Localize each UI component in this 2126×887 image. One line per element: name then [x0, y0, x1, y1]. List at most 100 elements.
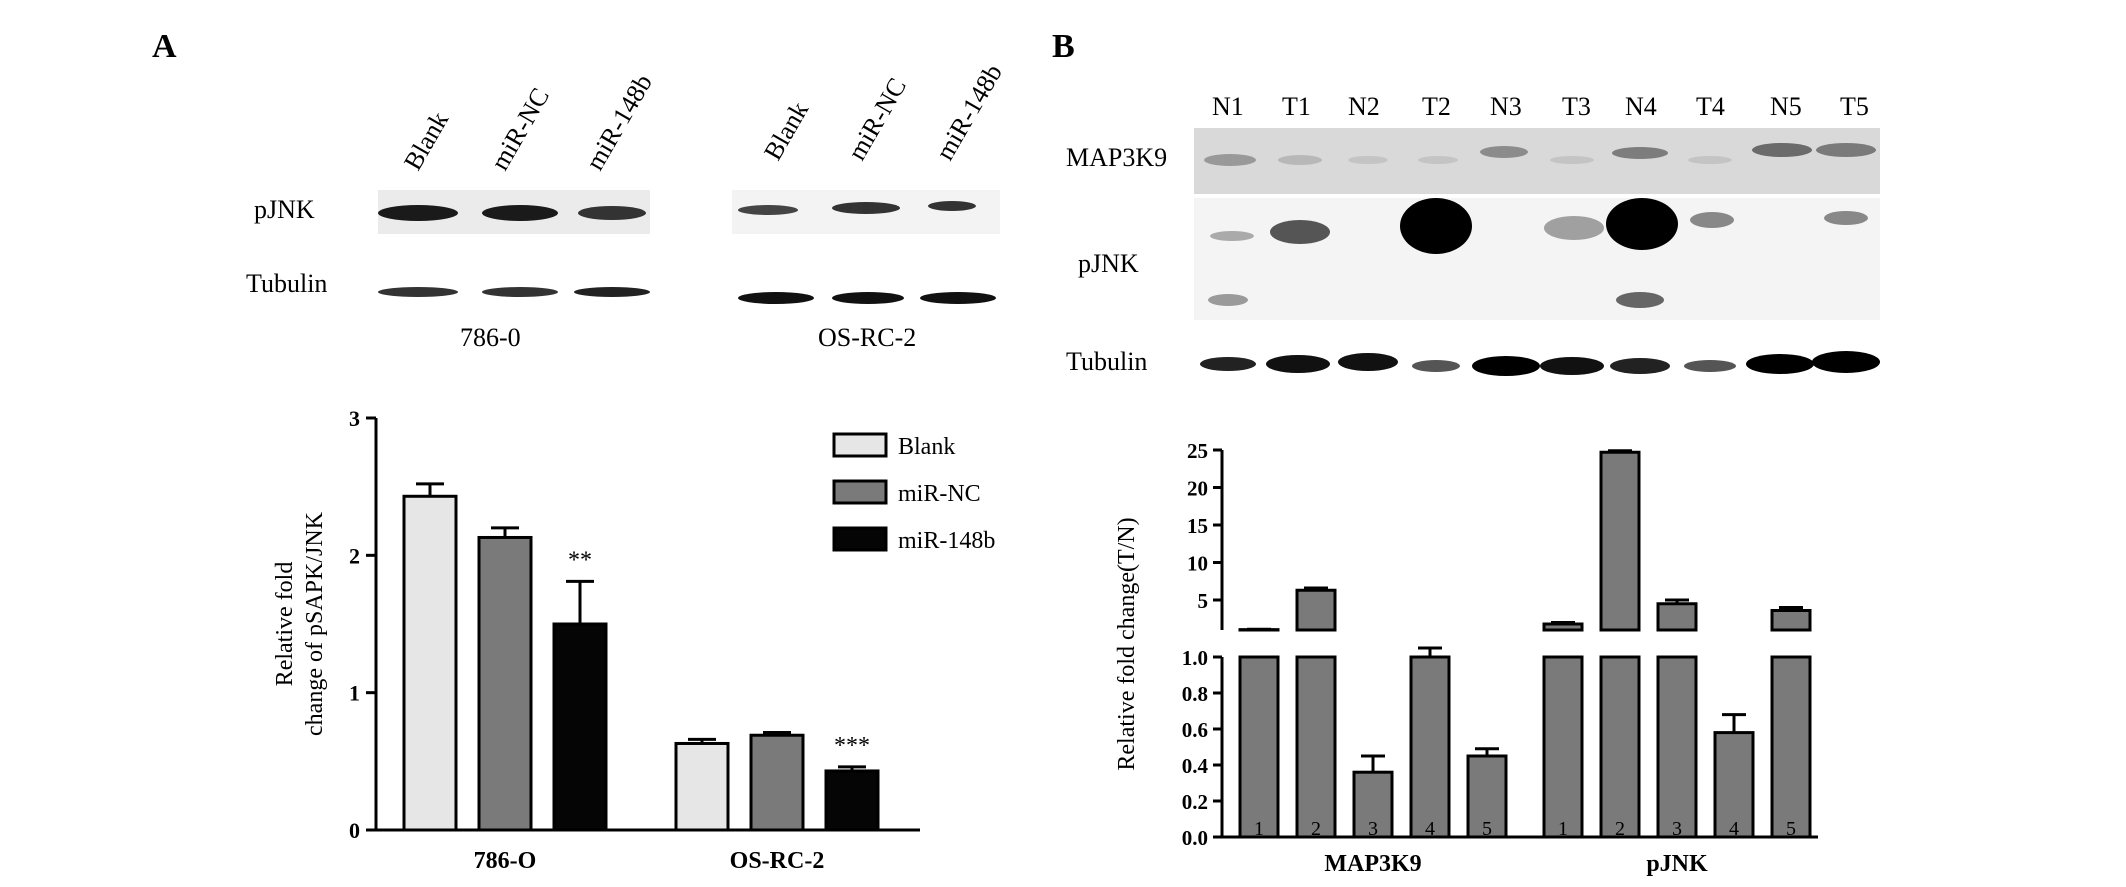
y-tick-label: 0.6: [1182, 718, 1208, 742]
b-lane-label: N4: [1625, 92, 1657, 121]
blot-band: [1480, 146, 1528, 158]
blot-background: [1194, 198, 1880, 320]
bar-number-label: 1: [1254, 818, 1264, 840]
a-lane-label: Blank: [758, 97, 814, 165]
bar-number-label: 3: [1672, 818, 1682, 840]
bar-lower: [1658, 657, 1696, 837]
bar-number-label: 1: [1558, 818, 1568, 840]
blot-band: [574, 287, 650, 297]
bar-number-label: 5: [1482, 818, 1492, 840]
b-row-label-pjnk: pJNK: [1078, 249, 1139, 278]
a-cell-line-label: OS-RC-2: [818, 323, 916, 352]
legend-swatch: [834, 481, 886, 503]
blot-band: [1412, 360, 1460, 372]
bar-lower: [1297, 657, 1335, 837]
a-lane-label: miR-NC: [842, 73, 912, 165]
a-lane-label: miR-NC: [485, 83, 555, 175]
y-tick-label: 2: [349, 543, 360, 568]
legend-swatch: [834, 528, 886, 550]
b-blot: [1194, 128, 1880, 376]
a-cell-line-label: 786-0: [460, 323, 521, 352]
blot-band: [1200, 357, 1256, 371]
x-group-label: pJNK: [1646, 851, 1708, 877]
b-lane-label: T4: [1696, 92, 1725, 121]
blot-band: [920, 292, 996, 304]
significance-marker: **: [568, 547, 592, 573]
legend-label: Blank: [898, 434, 955, 460]
bar: [826, 771, 878, 830]
panel-a-letter: A: [152, 28, 177, 65]
blot-band: [1540, 357, 1604, 375]
a-blot-786: [378, 190, 650, 297]
blot-band: [832, 202, 900, 214]
bar-upper: [1297, 590, 1335, 630]
x-category-label: 786-O: [474, 848, 537, 874]
bar-number-label: 5: [1786, 818, 1796, 840]
blot-band: [1278, 155, 1322, 165]
blot-band: [738, 205, 798, 215]
blot-band: [1752, 143, 1812, 157]
b-lane-label: N1: [1212, 92, 1244, 121]
bar: [676, 743, 728, 830]
legend-label: miR-148b: [898, 528, 995, 554]
y-tick-label: 0.2: [1182, 790, 1208, 814]
bar-number-label: 4: [1729, 818, 1739, 840]
b-lane-label: T2: [1422, 92, 1451, 121]
blot-band: [1472, 356, 1540, 376]
bar-lower: [1772, 657, 1810, 837]
a-row-label-pjnk: pJNK: [254, 195, 315, 224]
a-lane-label: miR-148b: [930, 59, 1008, 165]
blot-band: [1610, 358, 1670, 374]
bar: [404, 496, 456, 830]
blot-band: [378, 205, 458, 221]
blot-band: [1266, 355, 1330, 373]
blot-band: [1348, 156, 1388, 164]
bar-number-label: 2: [1615, 818, 1625, 840]
y-axis-title: Relative fold: [272, 562, 298, 687]
a-blot-osrc2: [732, 190, 1000, 304]
blot-band: [1606, 198, 1678, 250]
blot-band: [482, 205, 558, 221]
blot-band: [1684, 360, 1736, 372]
y-tick-label: 5: [1198, 589, 1209, 613]
blot-band: [832, 292, 904, 304]
b-lane-label: T5: [1840, 92, 1869, 121]
blot-band: [1688, 156, 1732, 164]
blot-band: [482, 287, 558, 297]
legend-swatch: [834, 434, 886, 456]
x-group-label: MAP3K9: [1324, 851, 1421, 877]
blot-band: [1824, 211, 1868, 225]
x-category-label: OS-RC-2: [730, 848, 825, 874]
bar-lower: [1240, 657, 1278, 837]
blot-band: [1210, 231, 1254, 241]
b-row-label-tubulin: Tubulin: [1066, 347, 1147, 376]
blot-band: [1690, 212, 1734, 228]
panel-b-lane-labels: N1 T1 N2 T2 N3 T3 N4 T4 N5 T5: [1212, 92, 1869, 121]
blot-band: [1338, 353, 1398, 371]
blot-band: [928, 201, 976, 211]
y-axis-title: change of pSAPK/JNK: [302, 511, 328, 736]
blot-band: [1612, 147, 1668, 159]
a-lane-label: Blank: [398, 107, 454, 175]
blot-band: [1550, 156, 1594, 164]
bar: [479, 537, 531, 830]
b-lane-label: N2: [1348, 92, 1380, 121]
y-tick-label: 0.0: [1182, 826, 1208, 850]
y-tick-label: 15: [1187, 514, 1208, 538]
bar: [554, 624, 606, 830]
b-lane-label: N5: [1770, 92, 1802, 121]
bar-upper: [1658, 604, 1696, 630]
significance-marker: ***: [834, 733, 870, 759]
blot-band: [1400, 198, 1472, 254]
bar: [751, 735, 803, 830]
y-tick-label: 10: [1187, 552, 1208, 576]
bar-number-label: 2: [1311, 818, 1321, 840]
blot-band: [378, 287, 458, 297]
y-tick-label: 1: [349, 681, 360, 706]
y-tick-label: 3: [349, 406, 360, 431]
blot-band: [1208, 294, 1248, 306]
y-tick-label: 25: [1187, 439, 1208, 463]
